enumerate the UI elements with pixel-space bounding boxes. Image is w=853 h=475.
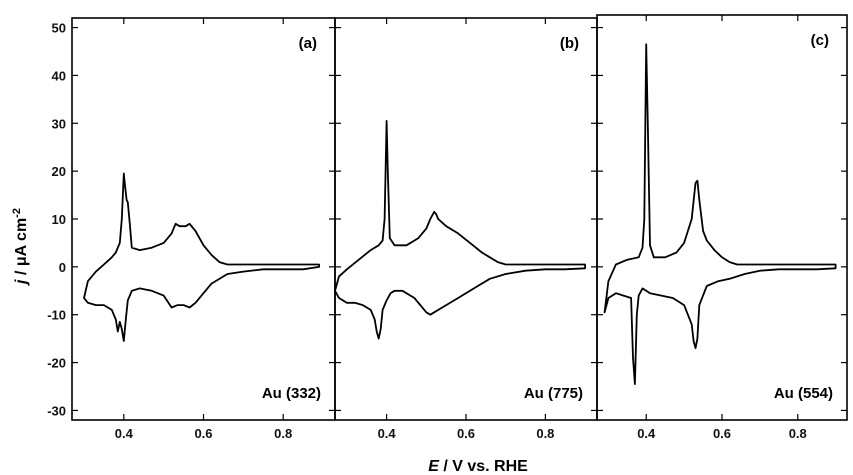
x-tick-label: 0.8	[789, 426, 807, 441]
y-axis-label-superscript: -2	[11, 208, 23, 218]
y-tick-label: 40	[52, 68, 66, 83]
panel-letter: (a)	[299, 35, 317, 52]
x-tick-label: 0.6	[713, 426, 731, 441]
x-axis-label-text: / V vs. RHE	[439, 458, 528, 475]
y-axis-label: j / μA cm-2	[11, 208, 30, 286]
y-tick-label: 50	[52, 21, 66, 36]
panel-3: 0.4 0.6 0.8 (c) Au (554)	[596, 14, 848, 441]
panel-frame	[596, 14, 848, 421]
panel-frame	[334, 17, 598, 421]
panel-1: 0.4 0.6 0.8 (a) Au (332)	[71, 17, 336, 441]
panel-letter: (c)	[811, 32, 829, 49]
y-axis-label-text: / μA cm	[13, 218, 30, 280]
cv-curve	[334, 120, 586, 340]
panels: 0.4 0.6 0.8 (a) Au (332) 0.4 0.6 0.8 (b) Au (775)…	[71, 14, 848, 441]
x-tick-label: 0.8	[536, 426, 554, 441]
y-axis-label-symbol: j	[13, 279, 30, 286]
x-tick-label: 0.6	[457, 426, 475, 441]
y-axis: -30 -20 -10 0 10 20 30 40 50	[47, 21, 66, 419]
cv-curve	[83, 172, 320, 342]
x-tick-label: 0.4	[378, 426, 397, 441]
y-tick-label: 10	[52, 212, 66, 227]
y-tick-label: -30	[47, 403, 66, 418]
y-tick-label: 30	[52, 116, 66, 131]
x-tick-label: 0.4	[637, 426, 656, 441]
x-axis-label: E / V vs. RHE	[428, 458, 528, 475]
panel-letter: (b)	[560, 35, 579, 52]
panel-title: Au (554)	[774, 385, 833, 402]
panel-title: Au (332)	[262, 385, 321, 402]
y-tick-label: 0	[59, 260, 66, 275]
cv-curve	[603, 43, 837, 385]
x-axis-label-symbol: E	[428, 458, 440, 475]
y-tick-label: -20	[47, 356, 66, 371]
x-tick-label: 0.6	[194, 426, 212, 441]
panel-2: 0.4 0.6 0.8 (b) Au (775)	[334, 17, 598, 441]
y-tick-label: 20	[52, 164, 66, 179]
x-tick-label: 0.8	[274, 426, 292, 441]
x-tick-label: 0.4	[115, 426, 134, 441]
panel-title: Au (775)	[524, 385, 583, 402]
y-tick-label: -10	[47, 308, 66, 323]
panel-frame	[71, 17, 336, 421]
